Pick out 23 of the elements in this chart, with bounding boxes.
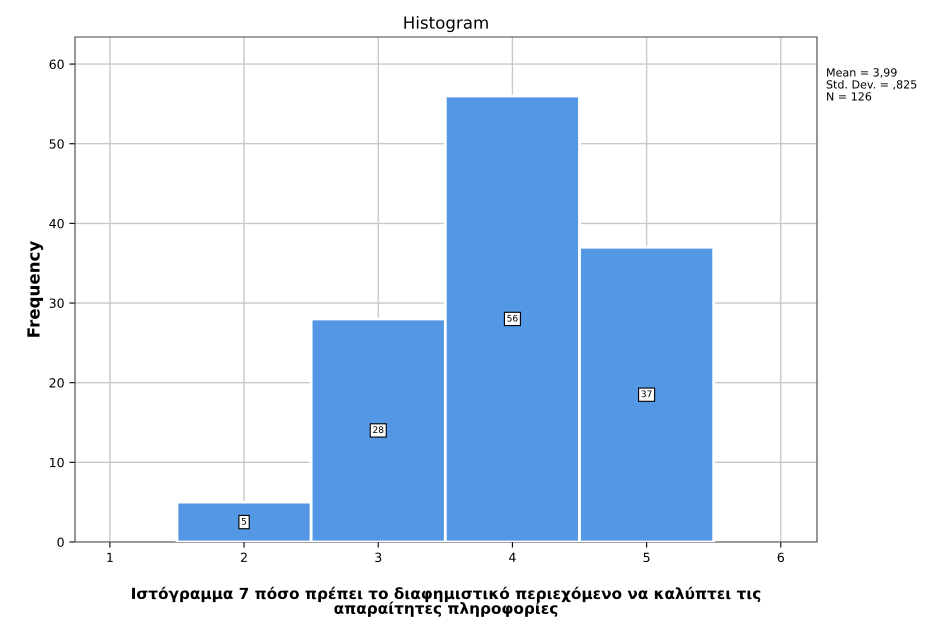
- x-tick-label: 3: [375, 552, 382, 562]
- y-tick-label: 20: [50, 378, 64, 388]
- y-tick-label: 60: [50, 60, 64, 70]
- text: Std. Dev. = ,825: [826, 80, 916, 90]
- data-label: 28: [373, 426, 384, 434]
- x-tick-label: 4: [509, 552, 516, 562]
- x-tick-label: 6: [778, 552, 784, 562]
- y-tick-label: 30: [50, 298, 64, 308]
- x-tick-label: 5: [644, 552, 650, 562]
- y-tick-label: 10: [50, 458, 64, 468]
- y-tick-label: 0: [57, 537, 64, 547]
- y-tick-label: 50: [50, 139, 64, 149]
- y-axis-title: Frequency: [27, 241, 44, 337]
- data-label: 37: [642, 390, 652, 398]
- text: Mean = 3,99: [827, 68, 897, 78]
- y-tick-label: 40: [49, 218, 64, 228]
- x-tick-label: 2: [241, 552, 247, 562]
- x-axis-title: Ιστόγραμμα 7 πόσο πρέπει το διαφημιστικό περιεχόμενο να καλύπτει τις απαραίτητες πληροφορίες: [132, 586, 760, 617]
- chart-title: Histogram: [404, 16, 488, 32]
- text: N = 126: [827, 92, 872, 101]
- data-label: 5: [242, 518, 246, 525]
- data-label: 56: [507, 314, 518, 322]
- x-tick-label: 1: [107, 552, 113, 562]
